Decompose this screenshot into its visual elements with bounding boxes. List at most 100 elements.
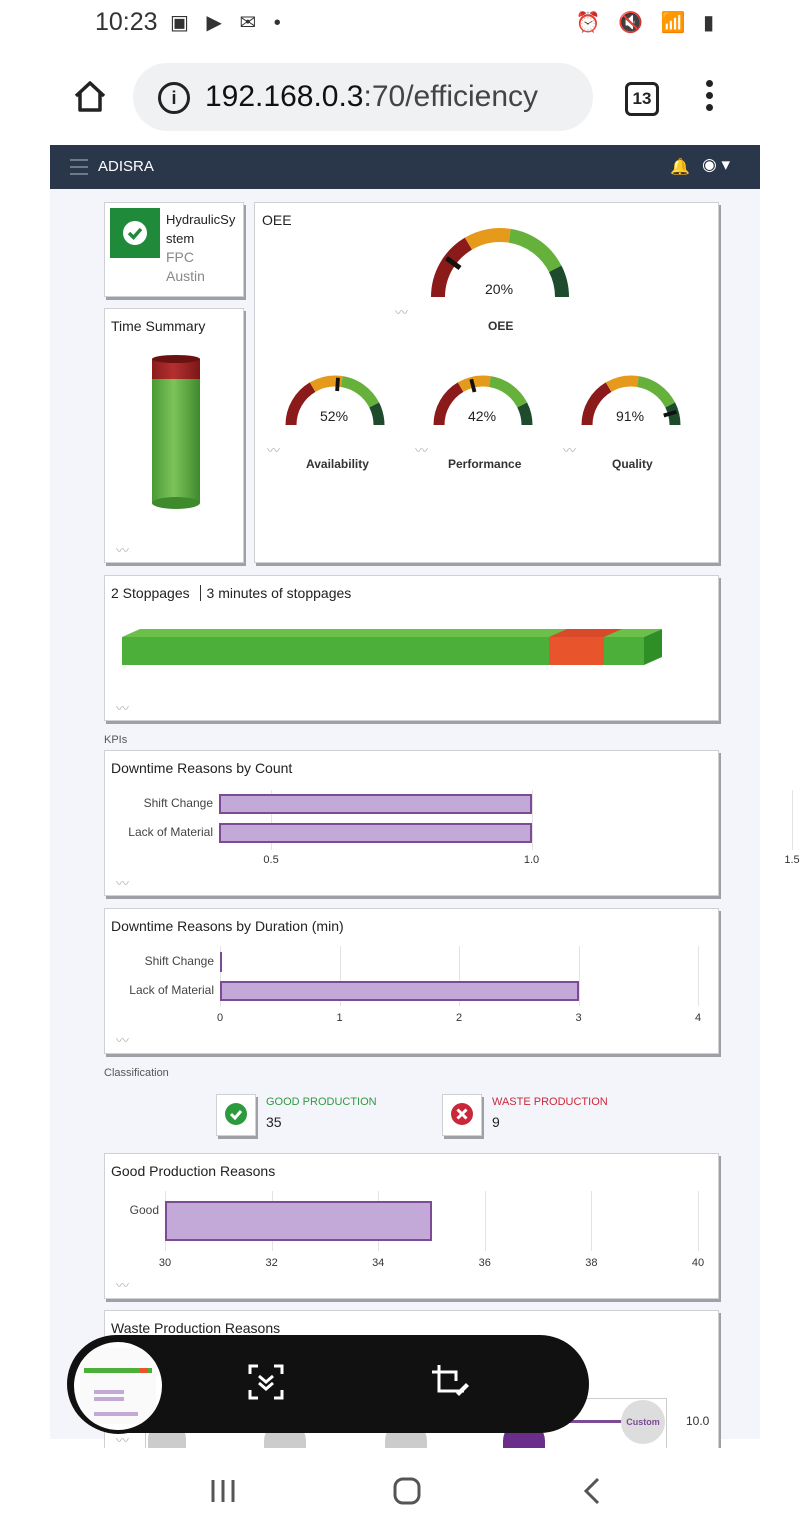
kpis-label: KPIs: [104, 734, 128, 746]
bar[interactable]: [219, 823, 532, 843]
bar[interactable]: [165, 1201, 432, 1241]
x-tick-label: 1: [336, 1012, 343, 1024]
waste-reasons-title: Waste Production Reasons: [111, 1320, 281, 1336]
asset-area: FPC: [166, 249, 194, 265]
stoppage-segment-top: [549, 629, 622, 637]
info-icon[interactable]: i: [158, 82, 190, 114]
x-tick-label: 34: [372, 1257, 385, 1269]
url-host: 192.168.0.3: [205, 80, 364, 113]
sparkline-icon: 〰: [116, 1033, 130, 1048]
x-tick-label: 32: [265, 1257, 278, 1269]
gauge-segment: [488, 376, 528, 408]
category-label: Lack of Material: [129, 983, 214, 997]
x-tick-label: 40: [691, 1257, 705, 1269]
app-header: [50, 145, 760, 189]
waste-production-value: 9: [492, 1114, 500, 1130]
downtime-count-title: Downtime Reasons by Count: [111, 760, 293, 776]
sparkline-icon: 〰: [415, 443, 429, 458]
sparkline-icon: 〰: [267, 443, 281, 458]
availability-gauge: [285, 375, 385, 426]
user-icon[interactable]: ◉ ▾: [702, 155, 731, 174]
downtime-count-chart: 0.5 1.0 1.5 Shift Change Lack of Material: [104, 750, 800, 896]
gauge-segment: [433, 382, 464, 426]
gauge-segment: [369, 402, 385, 426]
performance-gauge: [433, 375, 533, 426]
home-button-icon[interactable]: [392, 1476, 422, 1511]
system-nav-bar: [0, 1448, 800, 1524]
back-icon[interactable]: [580, 1476, 604, 1511]
bar[interactable]: [220, 952, 222, 972]
sparkline-icon: 〰: [116, 876, 130, 891]
scroll-capture-icon[interactable]: [247, 1363, 285, 1401]
waste-production-label: WASTE PRODUCTION: [492, 1096, 608, 1108]
stoppages-header: 2 Stoppages 3 minutes of stoppages: [111, 585, 351, 601]
sparkline-icon: 〰: [563, 443, 577, 458]
oee-title: OEE: [262, 212, 292, 228]
bar[interactable]: [219, 794, 532, 814]
grid-line: [459, 946, 460, 1006]
asset-name-line1: HydraulicSy: [166, 212, 236, 227]
gauge-needle: [469, 378, 477, 393]
grid-line: [271, 790, 273, 850]
sparkline-icon: 〰: [395, 305, 409, 320]
stoppages-minutes: 3 minutes of stoppages: [206, 585, 352, 601]
custom-option[interactable]: Custom: [621, 1400, 665, 1444]
x-tick-label: 1.0: [523, 854, 540, 866]
gauge-segment: [605, 375, 639, 393]
oee-value: 20%: [485, 281, 514, 297]
good-reasons-title: Good Production Reasons: [111, 1163, 276, 1179]
gauge-needle: [663, 409, 677, 418]
gauge-segment: [457, 375, 491, 393]
category-label: Shift Change: [144, 954, 214, 968]
grid-line: [591, 1191, 593, 1251]
grid-line: [698, 946, 699, 1006]
grid-line: [220, 946, 221, 1006]
stoppage-segment[interactable]: [549, 637, 604, 665]
waste-production-badge: [442, 1094, 482, 1136]
gauge-segment: [517, 402, 533, 426]
gauge-segment: [636, 376, 676, 408]
menu-icon[interactable]: [70, 159, 88, 180]
quality-gauge: [581, 375, 681, 426]
status-time: 10:23: [95, 8, 158, 36]
sparkline-icon: 〰: [116, 1433, 130, 1448]
x-tick-label: 1.5: [784, 854, 800, 866]
gauge-segment: [309, 375, 343, 393]
tabs-count-button[interactable]: 13: [625, 82, 659, 116]
quality-value: 91%: [616, 408, 645, 424]
grid-line: [578, 946, 580, 1006]
gauge-segment: [285, 382, 316, 426]
gauge-segment: [508, 228, 562, 273]
url-text[interactable]: 192.168.0.3:70/efficiency: [205, 80, 538, 114]
grid-line: [339, 946, 341, 1006]
good-production-badge: [216, 1094, 256, 1136]
sparkline-icon: 〰: [116, 1278, 130, 1293]
slider-track: [555, 1420, 630, 1423]
gauge-segment: [431, 237, 473, 298]
downtime-duration-chart: 0 1 2 3 4 Shift Change Lack of Material: [104, 908, 719, 1054]
recent-apps-icon[interactable]: [210, 1478, 236, 1509]
status-ok-icon: [110, 208, 160, 258]
x-tick-label: 30: [158, 1257, 172, 1269]
check-circle-icon: [225, 1103, 247, 1125]
x-tick-label: 36: [478, 1257, 491, 1269]
x-tick-label: 2: [455, 1012, 463, 1024]
gauge-segment: [548, 265, 569, 298]
crop-edit-icon[interactable]: [430, 1363, 470, 1401]
x-tick-label: 4: [694, 1012, 702, 1024]
category-label: Shift Change: [143, 796, 213, 810]
gauge-segment: [665, 402, 681, 426]
url-bar[interactable]: [133, 63, 593, 131]
gauge-segment: [581, 382, 612, 426]
oee-gauge: [431, 228, 569, 298]
grid-line: [792, 790, 793, 850]
x-tick-label: 0.5: [263, 854, 279, 866]
home-icon[interactable]: [72, 78, 108, 114]
screenshot-thumbnail[interactable]: [70, 1338, 166, 1434]
classification-label: Classification: [104, 1067, 169, 1079]
good-production-label: GOOD PRODUCTION: [266, 1096, 377, 1108]
more-menu-icon[interactable]: [706, 80, 714, 116]
bar[interactable]: [220, 981, 579, 1001]
bell-icon[interactable]: 🔔: [670, 159, 690, 176]
gauge-segment: [464, 228, 511, 250]
